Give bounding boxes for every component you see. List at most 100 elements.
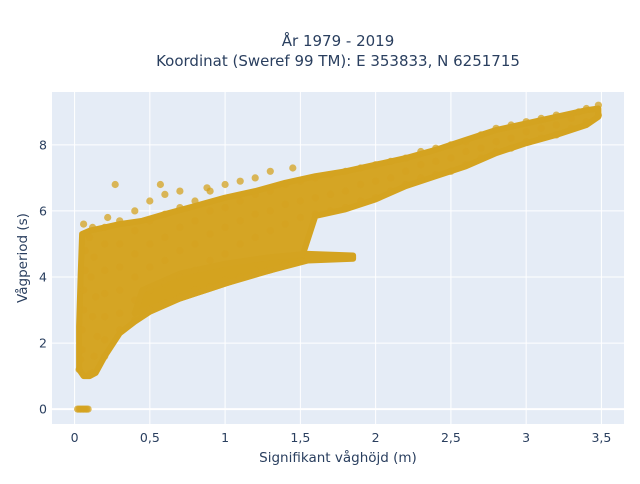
data-point (206, 283, 214, 291)
data-point (594, 101, 603, 109)
data-point (161, 233, 169, 241)
data-point (221, 180, 229, 189)
data-point (492, 124, 500, 132)
data-point (89, 369, 97, 377)
data-point (319, 253, 327, 261)
data-point (304, 253, 312, 261)
data-point (344, 253, 353, 261)
data-point (311, 174, 319, 182)
data-point (116, 286, 124, 294)
data-point (176, 204, 184, 212)
data-point (81, 266, 89, 274)
data-point (266, 263, 274, 271)
data-point (582, 118, 591, 126)
data-point (161, 280, 169, 288)
data-point (191, 217, 199, 225)
data-point (236, 273, 244, 281)
x-tick-label: 0,5 (140, 430, 160, 445)
data-point (191, 240, 199, 248)
data-point (92, 293, 100, 301)
data-point (357, 197, 365, 205)
data-point (522, 118, 530, 126)
x-axis-label: Signifikant våghöjd (m) (259, 449, 417, 466)
data-point (116, 217, 124, 225)
data-point (86, 233, 94, 241)
data-point (326, 190, 335, 198)
data-point (372, 194, 380, 202)
data-point (387, 174, 395, 182)
data-point (206, 187, 214, 195)
data-point (206, 230, 214, 238)
data-point (462, 147, 470, 156)
data-point (251, 266, 259, 274)
data-point (77, 356, 85, 364)
data-point (146, 306, 154, 314)
data-point (131, 296, 139, 304)
data-point (146, 217, 154, 225)
data-point (281, 260, 289, 268)
data-point (101, 313, 109, 321)
data-point (341, 204, 350, 212)
data-point (101, 266, 109, 274)
data-point (575, 108, 583, 116)
x-tick-label: 2 (372, 430, 380, 445)
data-point (266, 187, 274, 195)
data-point (146, 240, 154, 248)
data-point (296, 197, 304, 205)
data-point (311, 210, 319, 218)
data-point (402, 167, 410, 175)
data-point (206, 207, 214, 215)
data-point (221, 223, 229, 231)
data-point (104, 213, 112, 222)
data-point (90, 352, 98, 360)
data-point (221, 276, 229, 284)
data-point (221, 250, 229, 258)
x-tick-label: 0 (71, 430, 79, 445)
data-point (101, 289, 109, 298)
data-point (101, 352, 109, 360)
data-point (447, 141, 455, 149)
data-point (537, 114, 545, 122)
data-point (522, 128, 530, 136)
y-axis-ticks: 0 2 4 6 8 (39, 137, 47, 416)
data-point (131, 273, 139, 281)
data-point (432, 171, 440, 179)
x-tick-label: 1,5 (290, 430, 310, 445)
data-point (594, 111, 603, 119)
x-axis-ticks: 0 0,5 1 1,5 2 2,5 3 3,5 (71, 430, 612, 445)
data-point (402, 180, 410, 189)
data-point (161, 190, 169, 198)
scatter-points (74, 101, 603, 413)
data-point (116, 263, 124, 271)
data-point (191, 197, 199, 205)
data-point (477, 131, 485, 139)
data-point (417, 174, 425, 182)
data-point (552, 111, 560, 119)
data-point (537, 134, 545, 142)
data-point (131, 207, 139, 215)
data-point (552, 121, 560, 129)
data-point (341, 167, 350, 175)
data-point (176, 247, 184, 255)
data-point (89, 223, 97, 231)
data-point (417, 147, 425, 156)
chart-title-line-1: År 1979 - 2019 (282, 31, 395, 50)
data-point (131, 316, 139, 324)
data-point (417, 161, 425, 169)
data-point (206, 256, 214, 265)
data-point (507, 134, 515, 142)
data-point (176, 223, 184, 231)
data-point (236, 217, 244, 225)
data-point (161, 210, 169, 218)
data-point (176, 273, 184, 281)
data-point (116, 326, 124, 334)
data-point (462, 161, 470, 169)
data-point (81, 247, 89, 255)
data-point (251, 190, 259, 198)
data-point (402, 154, 410, 162)
data-point (289, 164, 297, 172)
data-point (477, 144, 485, 152)
data-point (462, 138, 470, 146)
